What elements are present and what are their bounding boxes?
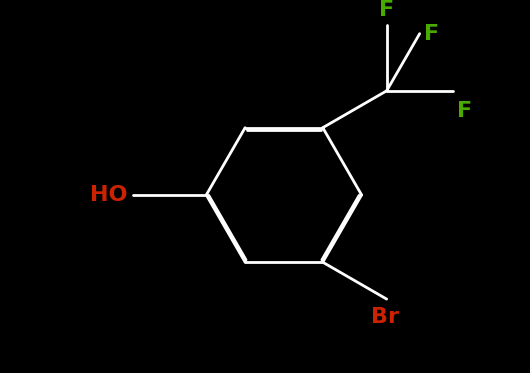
- Text: F: F: [457, 101, 473, 120]
- Text: HO: HO: [90, 185, 128, 205]
- Text: F: F: [425, 23, 439, 44]
- Text: F: F: [379, 0, 394, 20]
- Text: Br: Br: [371, 307, 399, 327]
